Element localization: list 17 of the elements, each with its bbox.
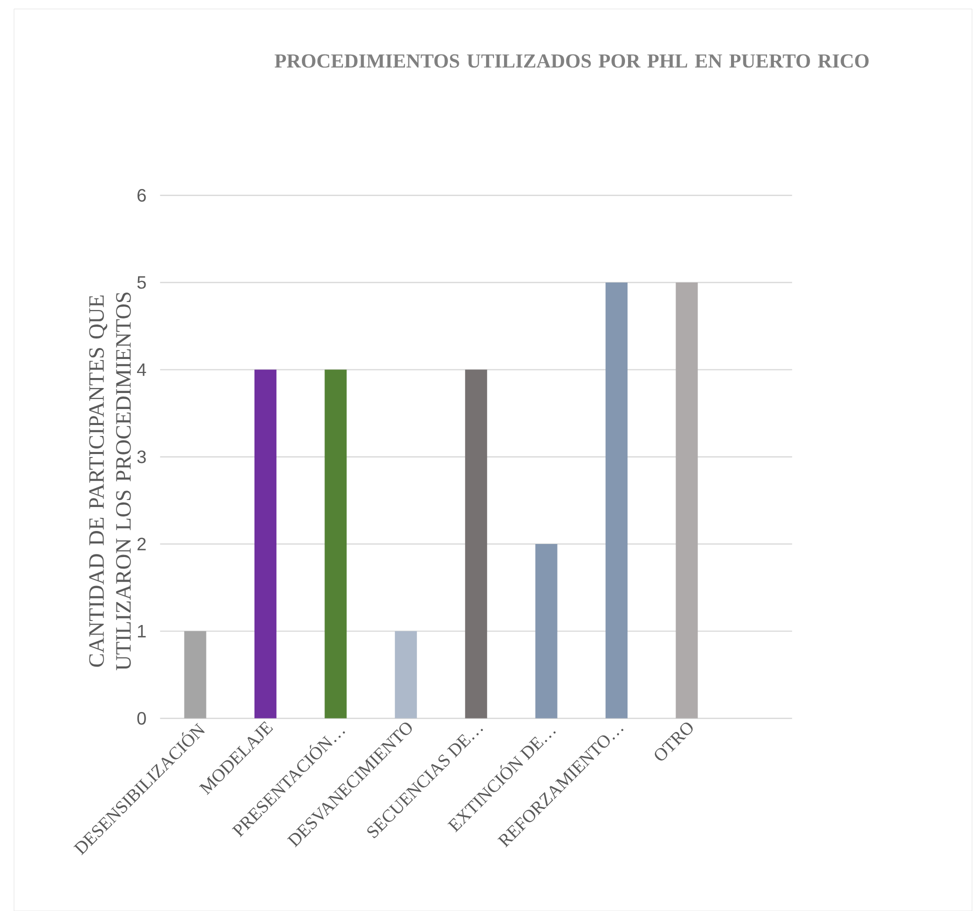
bar xyxy=(254,370,276,718)
y-tick-label: 6 xyxy=(138,188,146,202)
bar xyxy=(676,282,698,718)
y-axis-title: CANTIDAD DE PARTICIPANTES QUE UTILIZARON LOS PROCEDIMIENTOS xyxy=(89,292,131,670)
bar xyxy=(535,544,558,718)
bar xyxy=(324,370,347,718)
bar xyxy=(465,370,488,718)
bar xyxy=(184,631,206,718)
bar xyxy=(394,631,417,718)
chart-title: PROCEDIMIENTOS UTILIZADOS POR PHL EN PUERTO RICO xyxy=(274,54,869,68)
y-tick-label: 5 xyxy=(137,276,146,289)
y-tick-label: 2 xyxy=(138,538,146,550)
y-tick-label: 4 xyxy=(137,364,146,376)
y-tick-label: 1 xyxy=(138,625,146,638)
bar xyxy=(606,282,628,718)
y-tick-label: 3 xyxy=(137,450,146,464)
y-tick-label: 0 xyxy=(137,712,146,725)
